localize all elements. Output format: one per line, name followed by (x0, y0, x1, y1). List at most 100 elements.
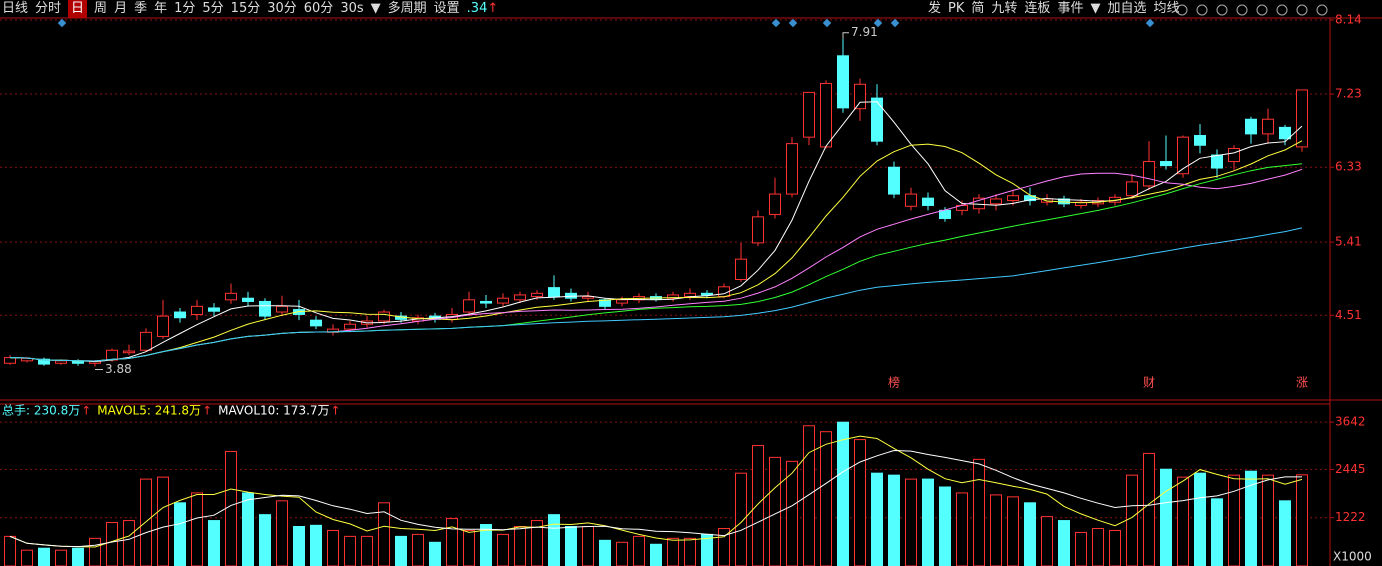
candle-body (208, 307, 220, 312)
toolbar-item[interactable]: PK (948, 1, 965, 16)
candle-body (293, 309, 305, 315)
volume-bar (1092, 527, 1104, 566)
toolbar-item[interactable]: 日 (68, 0, 88, 18)
volume-bar (939, 486, 951, 566)
toolbar-item[interactable]: 多周期 (387, 1, 427, 16)
volume-bar (361, 535, 373, 566)
candle-body (123, 350, 135, 354)
toolbar-item[interactable]: 年 (154, 1, 168, 16)
candle-body (497, 297, 509, 304)
candle-body (1160, 161, 1172, 167)
candle-body (548, 287, 560, 298)
volume-bar (174, 502, 186, 566)
legend-entry: MAVOL10: 173.7万 (218, 404, 329, 418)
candle-body (922, 197, 934, 206)
toolbar-item[interactable]: 15分 (230, 1, 261, 16)
toolbar-item[interactable]: 九转 (991, 1, 1018, 16)
volume-bar (1058, 520, 1070, 566)
toolbar-item[interactable]: 1分 (174, 1, 196, 16)
volume-bar (752, 445, 764, 566)
toolbar-item[interactable]: 季 (134, 1, 148, 16)
candle-body (225, 292, 237, 301)
toolbar-item[interactable]: 日线 (2, 1, 29, 16)
candle-body (973, 197, 985, 210)
legend-entry: ↑ (202, 404, 212, 418)
toolbar-icon (1176, 4, 1188, 16)
legend-entry: MAVOL5: 241.8万 (97, 404, 201, 418)
volume-bar (905, 478, 917, 566)
volume-bar (973, 458, 985, 566)
annotation: 3.88 (105, 362, 132, 376)
candle-body (1262, 118, 1274, 135)
volume-ma-line (9, 435, 1303, 548)
candle-body (667, 294, 679, 299)
volume-bar (1075, 531, 1087, 566)
y-tick-label: 4.51 (1335, 308, 1362, 322)
candle-body (310, 319, 322, 327)
volume-bar (735, 472, 747, 566)
toolbar-item[interactable]: 事件 (1057, 1, 1084, 16)
y-tick-label: 3642 (1335, 415, 1366, 429)
volume-bar (4, 535, 16, 566)
volume-bar (820, 431, 832, 566)
toolbar-item[interactable]: 发 (928, 1, 942, 16)
volume-bar (225, 450, 237, 566)
moving-average-line (9, 163, 1303, 362)
candle-body (786, 143, 798, 195)
toolbar-item[interactable]: 分时 (35, 1, 62, 16)
event-marker (822, 18, 832, 28)
volume-bar (803, 425, 815, 566)
volume-bar (344, 535, 356, 566)
volume-bar (854, 439, 866, 566)
event-marker (890, 18, 900, 28)
volume-bar (599, 539, 611, 566)
volume-bar (667, 537, 679, 566)
toolbar-right: 发 PK 简九转 连板 事件 ▼ 加自选 均线 (928, 0, 1179, 18)
candle-body (174, 311, 186, 319)
volume-bar (1194, 472, 1206, 566)
candle-body (1245, 118, 1257, 135)
toolbar-item[interactable]: ▼ (1090, 1, 1101, 16)
volume-bar (1296, 474, 1308, 566)
toolbar-item[interactable]: 设置 (433, 1, 460, 16)
toolbar-item[interactable]: 30s (340, 1, 364, 16)
toolbar-item[interactable]: 30分 (267, 1, 297, 16)
toolbar-item[interactable]: ▼ (370, 1, 381, 16)
candle-body (752, 216, 764, 244)
volume-bar (1160, 468, 1172, 566)
volume-bar (21, 549, 33, 566)
candle-body (820, 82, 832, 148)
candle-body (38, 358, 50, 365)
volume-bar (276, 500, 288, 566)
toolbar-item[interactable]: 简 (971, 1, 985, 16)
toolbar-item[interactable]: 60分 (303, 1, 334, 16)
volume-bar (1126, 474, 1138, 566)
volume-bar (922, 478, 934, 566)
volume-bar (871, 472, 883, 566)
toolbar-item[interactable]: 加自选 (1107, 1, 1147, 16)
toolbar-item[interactable]: 周 (94, 1, 108, 16)
candle-body (582, 296, 594, 299)
toolbar-icon (1296, 4, 1308, 16)
volume-bar (140, 478, 152, 566)
candle-body (1126, 181, 1138, 197)
toolbar-item[interactable]: 均线 (1153, 1, 1180, 16)
volume-bar (650, 543, 662, 566)
unit-label: X1000 (1333, 550, 1372, 564)
volume-bar (565, 526, 577, 566)
toolbar-icon (1236, 4, 1248, 16)
toolbar-item[interactable]: ↑ (487, 1, 499, 16)
toolbar-item[interactable]: 连板 (1024, 1, 1051, 16)
volume-bar (497, 533, 509, 566)
candle-body (531, 292, 543, 298)
volume-bar (684, 537, 696, 566)
toolbar-item[interactable]: .34 (466, 1, 488, 16)
toolbar-item[interactable]: 月 (114, 1, 128, 16)
volume-bar (395, 535, 407, 566)
volume-bar (208, 520, 220, 566)
moving-average-line (9, 227, 1303, 362)
toolbar-item[interactable]: 5分 (202, 1, 224, 16)
toolbar-icon (1276, 4, 1288, 16)
